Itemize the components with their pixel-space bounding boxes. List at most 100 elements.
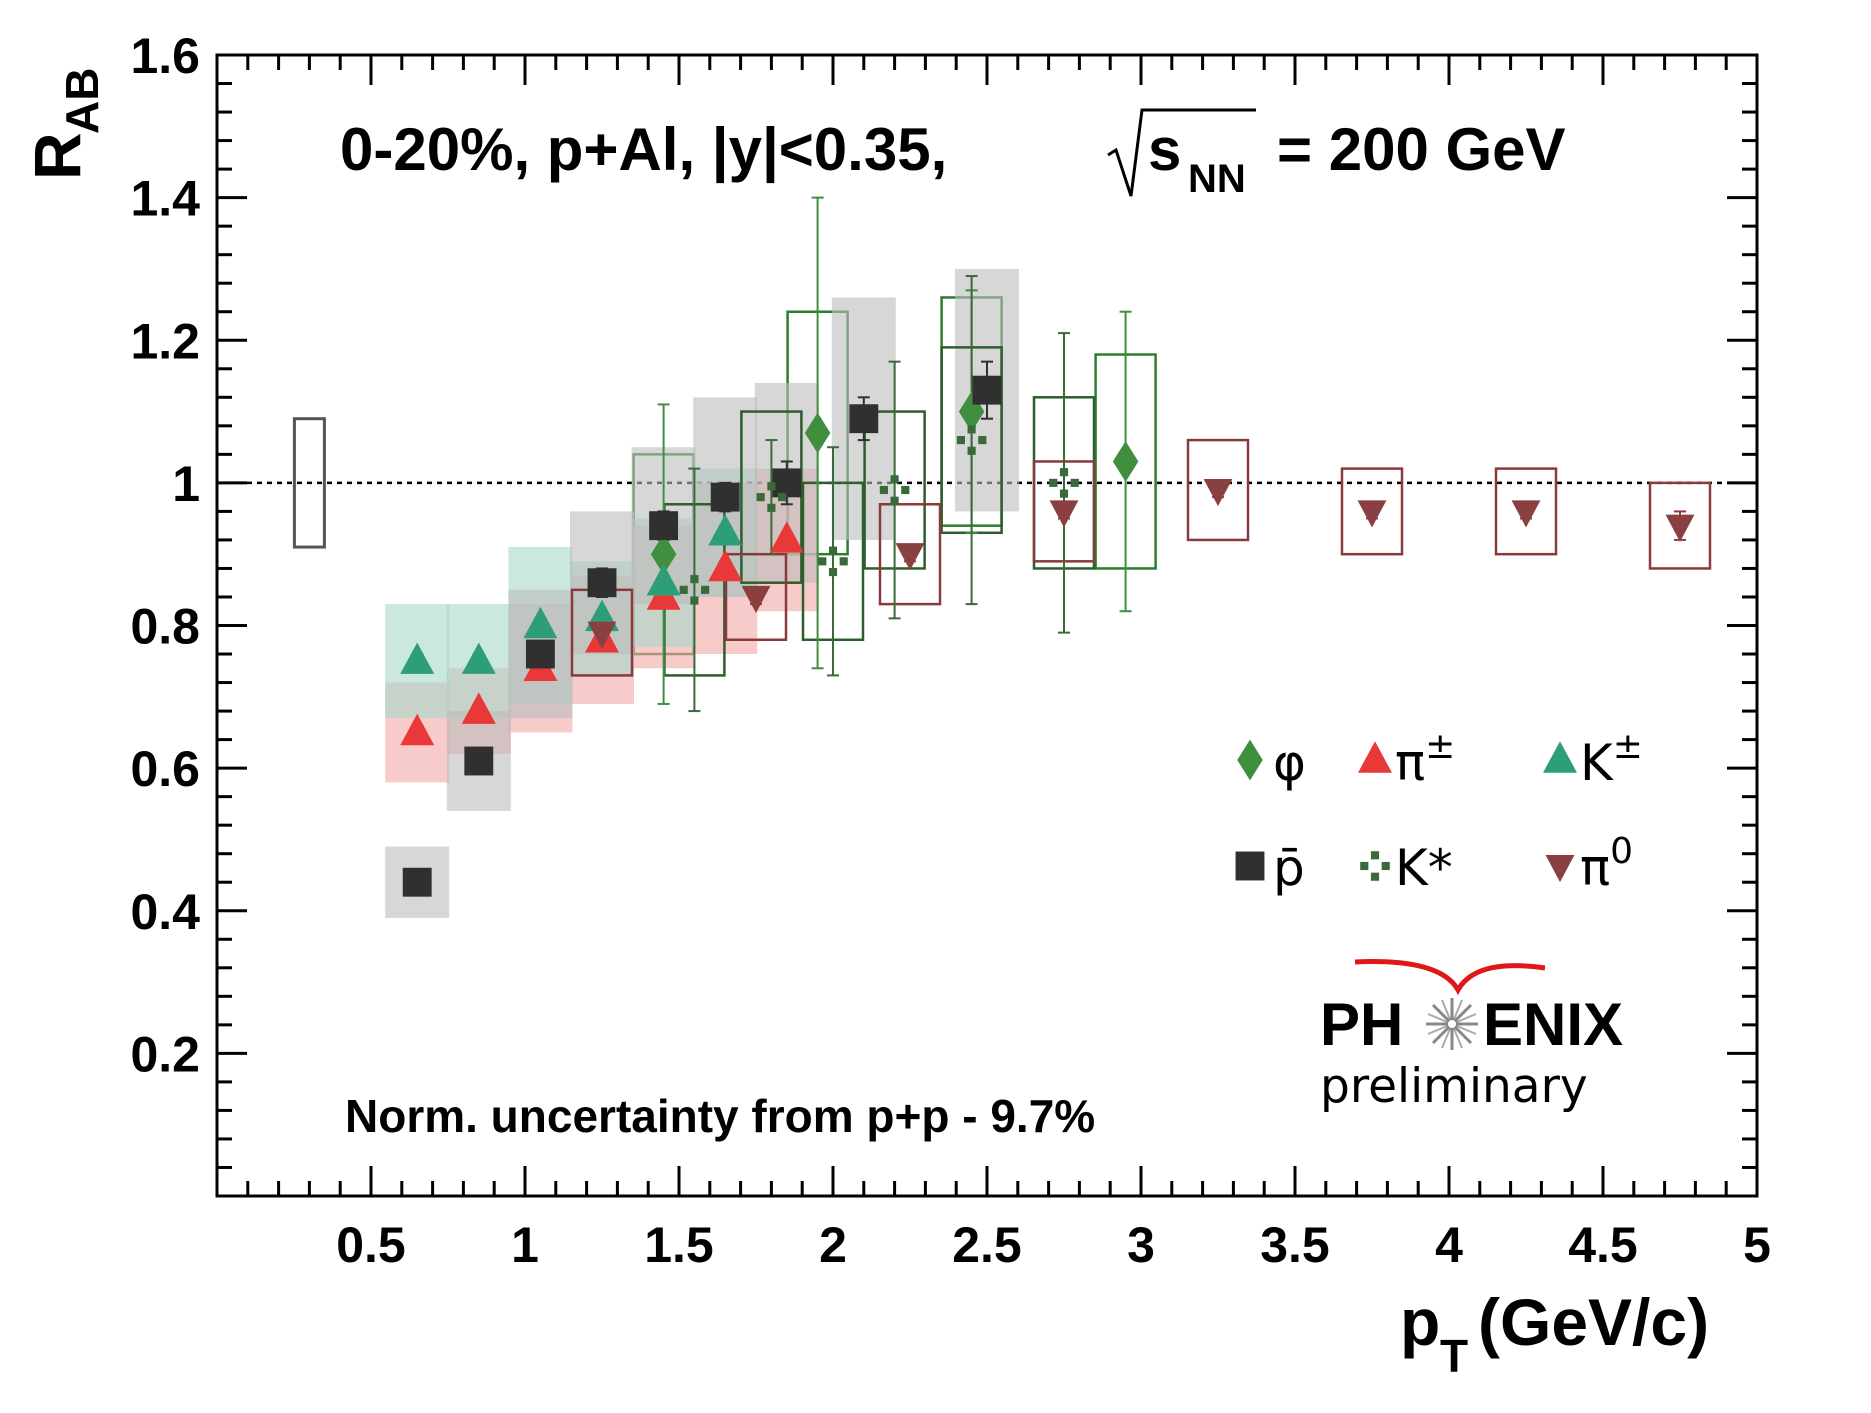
point-5-1 [741,585,771,614]
legend-entry-2: K± [1543,726,1643,792]
legend-label-0: φ [1273,734,1306,792]
y-tick-label: 0.2 [130,1026,200,1082]
legend-marker-5 [1545,854,1575,883]
legend-label-1: π± [1395,726,1455,792]
x-tick-label: 5 [1743,1217,1771,1273]
legend-marker-1 [1358,741,1392,773]
y-tick-label: 1.4 [130,171,200,227]
point-2-0 [400,642,435,674]
point-4-1 [756,482,787,512]
x-tick-label: 2 [819,1217,847,1273]
logo-swoosh [1354,959,1546,996]
legend-label-4: K* [1395,839,1453,897]
x-tick-label: 0.5 [336,1217,406,1273]
point-5-2 [895,543,925,571]
legend-sup-5: 0 [1610,831,1633,872]
systematic-boxes [385,268,1712,918]
x-tick-label: 2.5 [952,1217,1022,1273]
x-tick-label: 1 [511,1217,539,1273]
point-2-1 [461,642,496,674]
data-markers [400,375,1695,897]
point-1-0 [400,713,435,746]
legend-entry-4: K* [1360,839,1453,897]
point-2-5 [708,514,743,546]
y-tick-label: 0.8 [130,599,200,655]
sys-box-5-4 [1186,438,1250,542]
legend-marker-0 [1237,739,1263,781]
legend-marker-3 [1235,851,1265,881]
energy-root: s [1148,116,1181,183]
energy-label: s NN = 200 GeV [1107,108,1566,201]
legend-marker-2 [1543,741,1577,773]
sqrt-symbol [1107,108,1256,197]
y-axis-title-main: R [20,132,94,180]
sys-box-5-2 [878,503,942,606]
logo-star-icon [1426,998,1478,1050]
point-4-4 [956,425,987,455]
legend-entry-3: p̄ [1235,839,1305,897]
y-tick-label: 1 [172,456,200,512]
point-4-3 [879,475,910,505]
point-4-0 [679,575,710,605]
x-axis-title-main: p [1400,1285,1440,1359]
point-3-6 [772,468,802,498]
legend-entry-1: π± [1358,726,1455,792]
point-0-2 [958,391,985,432]
energy-sub: NN [1188,157,1246,201]
legend-label-3: p̄ [1273,839,1305,897]
point-0-3 [1112,441,1139,482]
y-tick-label: 0.6 [130,741,200,797]
point-3-4 [649,511,679,541]
x-tick-label: 1.5 [644,1217,714,1273]
x-tick-label: 4 [1435,1217,1463,1273]
x-tick-label: 3 [1127,1217,1155,1273]
x-axis-title-sub: T [1440,1330,1468,1382]
point-5-4 [1203,478,1233,507]
point-5-5 [1357,500,1387,528]
point-0-1 [804,412,831,454]
sys-box-5-5 [1340,467,1404,556]
logo-sub: preliminary [1320,1059,1588,1114]
y-tick-label: 1.2 [130,313,200,369]
phenix-logo: PH ENIX preliminary [1320,959,1623,1114]
point-1-5 [708,549,743,582]
point-3-0 [402,867,432,897]
point-1-6 [769,521,804,553]
point-5-3 [1049,500,1079,528]
y-axis-title: R AB [20,68,108,180]
point-3-8 [972,375,1002,405]
y-tick-label: 0.4 [130,884,200,940]
chart-title: 0-20%, p+Al, |y|<0.35, [340,116,947,184]
point-5-6 [1511,500,1541,528]
legend-entry-0: φ [1237,734,1306,792]
legend-label-2: K± [1580,726,1643,792]
x-axis-title: p T (GeV/c) [1400,1285,1709,1382]
point-3-7 [849,404,879,434]
point-2-4 [646,564,681,596]
x-tick-label: 4.5 [1568,1217,1638,1273]
point-1-1 [461,692,496,724]
logo-left: PH [1320,991,1403,1058]
x-axis-title-unit: (GeV/c) [1478,1285,1709,1359]
point-5-0 [587,621,617,649]
energy-value: = 200 GeV [1277,116,1566,183]
axes: 0.5 1 1.5 2 2.5 3 3.5 4 4.5 5 0.2 0.4 0.6 0.8 1 1.2 1.4 1… [130,28,1770,1273]
point-3-1 [464,746,494,776]
y-axis-title-sub: AB [56,68,108,134]
sys-box-5-6 [1494,467,1558,556]
point-3-5 [710,482,740,512]
sys-box-4-1 [740,410,803,584]
point-4-2 [818,546,848,577]
sys-box-5-1 [724,552,788,642]
sys-box-5-7 [1648,481,1712,570]
legend-entry-5: π0 [1545,831,1633,897]
x-tick-label: 3.5 [1260,1217,1330,1273]
point-0-0 [650,533,677,575]
y-tick-label: 1.6 [130,28,200,84]
norm-uncertainty-box [292,417,326,549]
norm-note: Norm. uncertainty from p+p - 9.7% [345,1090,1095,1142]
point-5-7 [1665,514,1695,542]
point-4-5 [1049,468,1079,498]
legend: φ π± K± p̄ K* π0 [1235,726,1643,897]
